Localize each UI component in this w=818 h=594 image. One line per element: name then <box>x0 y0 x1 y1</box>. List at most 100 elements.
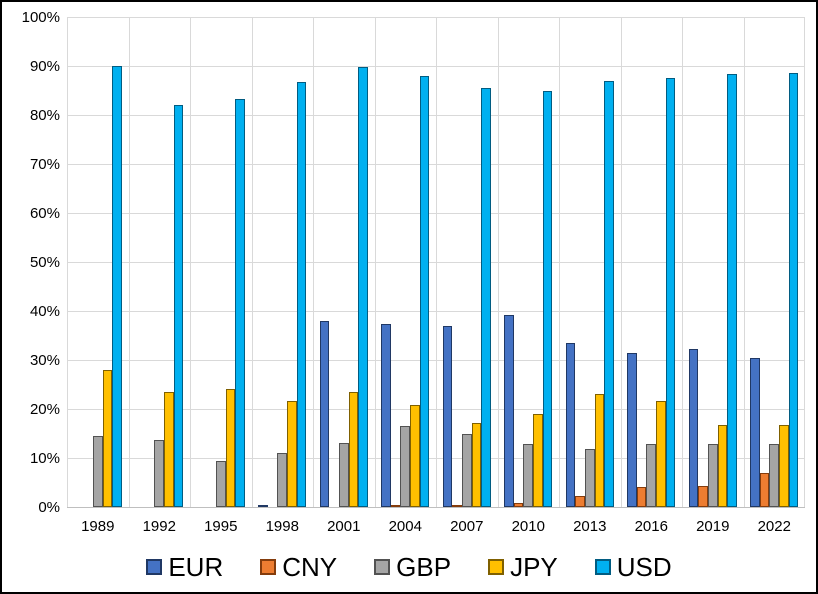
bar-USD-2022 <box>788 73 799 507</box>
bar-GBP-2022 <box>769 443 780 507</box>
bar-EUR-1998 <box>258 505 268 507</box>
legend-key-icon-CNY <box>260 559 277 575</box>
bar-GBP-1995 <box>215 460 226 507</box>
bar-EUR-2019 <box>688 348 699 507</box>
y-tick-label: 20% <box>29 401 60 418</box>
x-tick-label-2016: 2016 <box>634 518 668 535</box>
bar-JPY-1995 <box>225 388 236 507</box>
y-tick-label: 0% <box>38 499 60 516</box>
legend-item-EUR: EUR <box>146 552 223 582</box>
bar-CNY-2019 <box>698 485 708 507</box>
bar-CNY-2013 <box>575 496 585 507</box>
y-tick-label: 90% <box>29 58 60 75</box>
gridline-vertical <box>682 17 683 507</box>
bar-USD-2001 <box>358 66 368 507</box>
bar-GBP-1998 <box>277 453 288 507</box>
y-tick-label: 60% <box>29 205 60 222</box>
gridline-vertical <box>620 17 622 507</box>
x-tick-label-1989: 1989 <box>81 518 115 535</box>
x-tick-label-1995: 1995 <box>204 518 238 535</box>
bar-GBP-2013 <box>584 449 595 507</box>
bar-GBP-2001 <box>338 443 349 507</box>
x-tick-label-2001: 2001 <box>327 518 361 535</box>
legend-item-GBP: GBP <box>374 552 451 582</box>
legend-key-icon-USD <box>594 559 611 575</box>
bar-EUR-2010 <box>504 315 514 507</box>
legend-key-icon-EUR <box>146 559 163 575</box>
bar-JPY-1992 <box>164 392 174 507</box>
bar-JPY-2004 <box>410 405 420 507</box>
bar-USD-1992 <box>173 105 184 507</box>
bar-EUR-2007 <box>442 325 453 507</box>
y-tick-label: 50% <box>29 254 60 271</box>
gridline-vertical <box>374 17 376 507</box>
bar-EUR-2022 <box>750 357 760 507</box>
bar-GBP-2019 <box>707 444 718 507</box>
legend-key-icon-GBP <box>374 559 391 575</box>
bar-USD-2010 <box>542 91 553 507</box>
y-tick-label: 80% <box>29 107 60 124</box>
bar-CNY-2016 <box>636 487 647 507</box>
bar-JPY-1998 <box>287 400 297 507</box>
bar-EUR-2013 <box>565 343 576 507</box>
bar-GBP-1992 <box>154 440 165 507</box>
bar-JPY-2010 <box>533 413 543 507</box>
bar-USD-2007 <box>481 87 491 507</box>
bar-JPY-2019 <box>717 424 728 507</box>
y-tick-label: 30% <box>29 352 60 369</box>
bar-EUR-2016 <box>627 353 637 507</box>
bar-USD-2013 <box>604 80 614 507</box>
x-tick-label-1998: 1998 <box>265 518 299 535</box>
gridline-vertical <box>743 17 745 507</box>
bar-GBP-1989 <box>92 436 103 507</box>
bar-USD-1995 <box>235 98 245 507</box>
bar-USD-2004 <box>419 75 430 507</box>
x-tick-label-1992: 1992 <box>142 518 176 535</box>
gridline-vertical <box>559 17 560 507</box>
x-tick-label-2013: 2013 <box>573 518 607 535</box>
gridline-vertical <box>804 17 805 507</box>
bar-CNY-2022 <box>759 472 770 507</box>
bar-USD-1998 <box>296 81 307 507</box>
bar-EUR-2004 <box>381 323 391 507</box>
gridline-vertical <box>436 17 437 507</box>
x-tick-label-2007: 2007 <box>450 518 484 535</box>
legend-label: EUR <box>168 552 224 582</box>
bar-JPY-2013 <box>594 394 605 507</box>
bar-GBP-2004 <box>400 426 411 507</box>
legend: EUR CNY GBP JPY USD <box>2 549 816 585</box>
x-tick-label-2022: 2022 <box>757 518 791 535</box>
x-tick-label-2004: 2004 <box>388 518 422 535</box>
gridline-vertical <box>128 17 130 507</box>
bar-JPY-2007 <box>471 422 482 507</box>
bar-USD-2019 <box>727 74 737 507</box>
gridline-vertical <box>313 17 314 507</box>
bar-USD-1989 <box>112 66 122 507</box>
bar-JPY-1989 <box>102 369 113 507</box>
gridline-vertical <box>190 17 191 507</box>
legend-label: GBP <box>396 552 452 582</box>
legend-label: USD <box>616 552 672 582</box>
bar-GBP-2016 <box>646 444 657 507</box>
legend-label: CNY <box>282 552 338 582</box>
gridline-vertical <box>251 17 253 507</box>
y-tick-label: 10% <box>29 450 60 467</box>
bar-CNY-2010 <box>513 502 524 507</box>
legend-key-icon-JPY <box>488 559 505 575</box>
bar-GBP-2010 <box>523 443 534 507</box>
bar-GBP-2007 <box>461 434 472 507</box>
bar-JPY-2022 <box>779 425 789 507</box>
bar-EUR-2001 <box>319 321 330 507</box>
x-axis-line <box>67 507 805 508</box>
plot-area <box>67 17 805 508</box>
bar-JPY-2001 <box>348 391 359 507</box>
legend-item-USD: USD <box>594 552 672 582</box>
y-tick-label: 40% <box>29 303 60 320</box>
y-tick-label: 70% <box>29 156 60 173</box>
bar-USD-2016 <box>665 77 676 507</box>
legend-item-CNY: CNY <box>260 552 337 582</box>
x-tick-label-2010: 2010 <box>511 518 545 535</box>
gridline-vertical <box>497 17 499 507</box>
legend-item-JPY: JPY <box>488 552 558 582</box>
